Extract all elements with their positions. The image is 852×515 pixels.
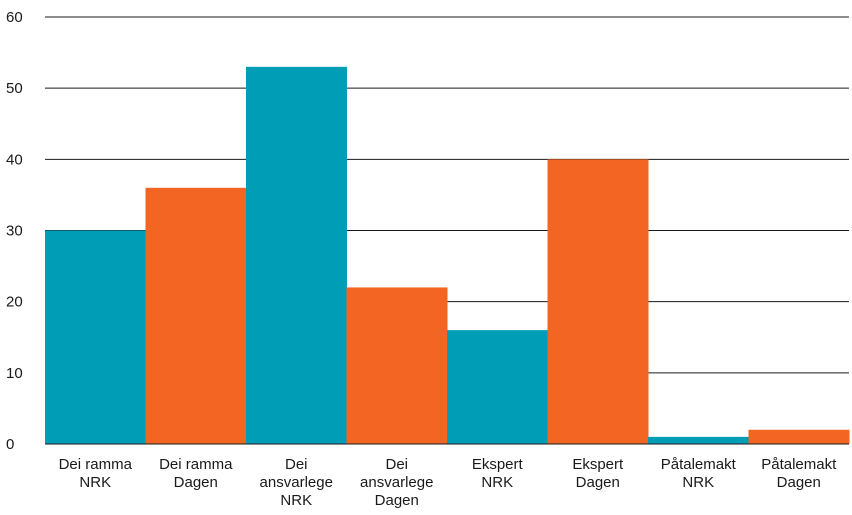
bar-dei-ansvarlege-dagen xyxy=(346,287,448,444)
y-tick-label-60: 60 xyxy=(6,9,23,26)
y-tick-label-10: 10 xyxy=(6,365,23,382)
y-axis-tick-labels: 0 10 20 30 40 50 60 xyxy=(6,9,23,453)
bar-ekspert-dagen xyxy=(547,159,649,445)
bar-dei-ramma-dagen xyxy=(145,187,247,445)
category-label-4: Ekspert NRK xyxy=(472,456,524,491)
category-label-0: Dei ramma NRK xyxy=(59,456,133,491)
category-label-2: Dei ansvarlege NRK xyxy=(260,456,333,509)
y-tick-label-40: 40 xyxy=(6,151,23,168)
y-tick-label-0: 0 xyxy=(6,436,14,453)
category-label-1: Dei ramma Dagen xyxy=(159,456,233,491)
bar-påtalemakt-dagen xyxy=(748,429,850,444)
bar-ekspert-nrk xyxy=(447,330,548,444)
y-tick-label-30: 30 xyxy=(6,223,23,240)
bar-dei-ansvarlege-nrk xyxy=(246,66,347,445)
bars xyxy=(45,66,850,445)
bar-dei-ramma-nrk xyxy=(45,230,146,444)
x-axis-category-labels: Dei ramma NRK Dei ramma Dagen Dei ansvarlege N… xyxy=(45,443,849,509)
bar-påtalemakt-nrk xyxy=(648,436,749,444)
y-tick-label-50: 50 xyxy=(6,80,23,97)
category-label-7: Påtalemakt Dagen xyxy=(761,456,837,491)
category-label-5: Ekspert Dagen xyxy=(572,456,624,491)
category-label-6: Påtalemakt NRK xyxy=(661,456,737,491)
category-label-3: Dei ansvarlege Dagen xyxy=(360,456,433,509)
y-tick-label-20: 20 xyxy=(6,294,23,311)
